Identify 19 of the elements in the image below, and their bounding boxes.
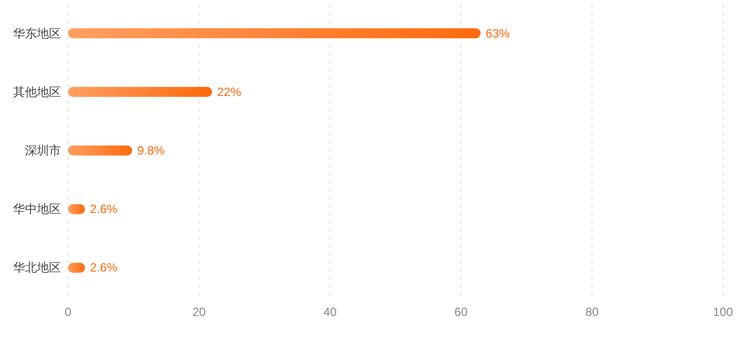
y-tick-label: 深圳市 [25, 144, 61, 158]
data-label: 2.6% [90, 202, 118, 216]
x-tick-label: 40 [323, 305, 337, 319]
x-tick-label: 100 [712, 305, 734, 319]
y-tick-label: 华东地区 [13, 26, 61, 40]
x-tick-label: 80 [585, 305, 599, 319]
data-label: 9.8% [137, 144, 165, 158]
x-tick-label: 0 [64, 305, 72, 319]
x-tick-label: 60 [454, 305, 468, 319]
bar [68, 146, 132, 156]
x-tick-label: 20 [192, 305, 206, 319]
y-tick-label: 华北地区 [13, 260, 61, 275]
bar [68, 86, 212, 97]
data-label: 2.6% [90, 260, 118, 275]
bar [68, 28, 481, 38]
data-label: 22% [217, 84, 242, 99]
y-tick-label: 其他地区 [13, 84, 61, 99]
y-tick-label: 华中地区 [13, 202, 61, 216]
data-label: 63% [486, 26, 510, 40]
